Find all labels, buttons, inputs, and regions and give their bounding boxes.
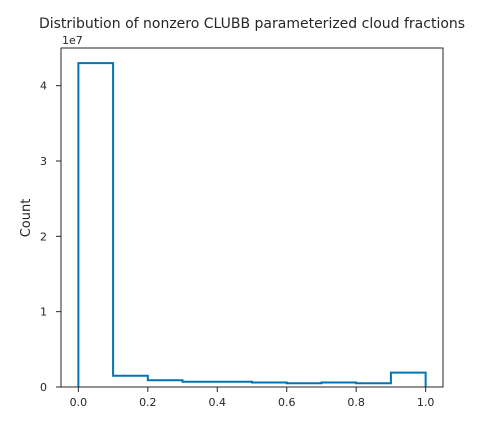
y-axis-offset-label: 1e7	[62, 34, 83, 47]
x-tick-label: 0.8	[347, 396, 365, 409]
x-tick-label: 0.2	[139, 396, 157, 409]
x-tick-label: 0.6	[278, 396, 296, 409]
y-tick-label: 0	[40, 381, 47, 394]
plot-frame	[60, 47, 444, 388]
y-tick-label: 1	[40, 306, 47, 319]
x-tick-label: 0.0	[70, 396, 88, 409]
x-tick-label: 0.4	[209, 396, 227, 409]
chart-title: Distribution of nonzero CLUBB parameteri…	[39, 16, 465, 32]
y-tick-label: 3	[40, 155, 47, 168]
y-axis-label: Count	[19, 199, 34, 238]
y-tick-label: 4	[40, 80, 47, 93]
y-tick-label: 2	[40, 230, 47, 243]
histogram-step-line	[77, 62, 427, 387]
x-tick-label: 1.0	[417, 396, 435, 409]
